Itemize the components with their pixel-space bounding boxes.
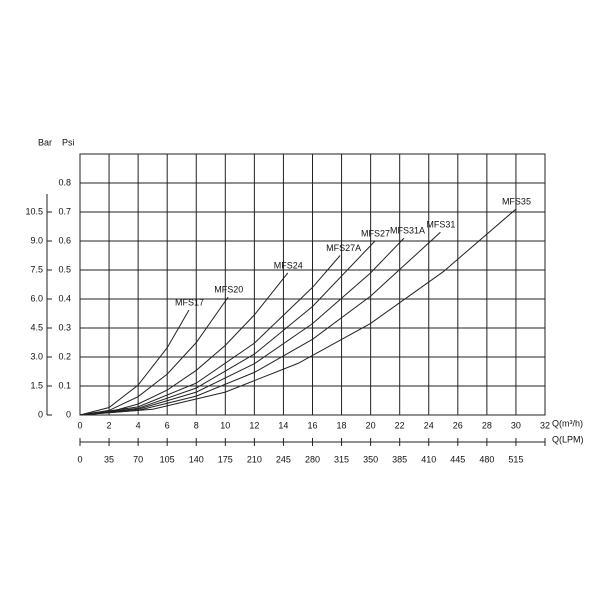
- series-label: MFS31A: [390, 225, 425, 235]
- x-tick-label: 4: [136, 420, 141, 430]
- y-tick-label: 0.7: [58, 206, 71, 216]
- x-tick-label: 14: [278, 420, 288, 430]
- x-axis-title: Q(m³/h): [552, 418, 583, 428]
- series-label: MFS27A: [326, 243, 361, 253]
- y-axis-title: Bar: [38, 137, 52, 147]
- x2-tick-label: 0: [77, 454, 82, 464]
- x2-axis-title: Q(LPM): [552, 434, 584, 444]
- y2-tick-label: 4.5: [30, 322, 43, 332]
- x-tick-label: 16: [307, 420, 317, 430]
- x-tick-label: 30: [511, 420, 521, 430]
- x2-tick-label: 245: [276, 454, 291, 464]
- x2-tick-label: 350: [363, 454, 378, 464]
- x-tick-label: 28: [482, 420, 492, 430]
- x2-tick-label: 140: [189, 454, 204, 464]
- y-tick-label: 0.5: [58, 264, 71, 274]
- curve: [79, 208, 517, 416]
- x2-tick-label: 385: [392, 454, 407, 464]
- x2-tick-label: 515: [508, 454, 523, 464]
- curve: [79, 309, 190, 416]
- x2-tick-label: 105: [160, 454, 175, 464]
- series-label: MFS24: [274, 260, 303, 270]
- x-tick-label: 26: [453, 420, 463, 430]
- curve: [79, 272, 289, 416]
- curve: [79, 240, 376, 416]
- x-tick-label: 32: [540, 420, 550, 430]
- y-tick-label: 0.4: [58, 293, 71, 303]
- y2-tick-label: 0: [38, 409, 43, 419]
- y2-tick-label: 6.0: [30, 293, 43, 303]
- x-tick-label: 12: [249, 420, 259, 430]
- x2-tick-label: 35: [104, 454, 114, 464]
- y2-tick-label: 3.0: [30, 351, 43, 361]
- x2-tick-label: 445: [450, 454, 465, 464]
- series-label: MFS17: [175, 297, 204, 307]
- y-tick-label: 0.1: [58, 380, 71, 390]
- x-tick-label: 0: [77, 420, 82, 430]
- series-label: MFS35: [502, 196, 531, 206]
- x2-tick-label: 480: [479, 454, 494, 464]
- x-tick-label: 20: [366, 420, 376, 430]
- series-label: MFS31: [426, 220, 455, 230]
- y2-tick-label: 10.5: [25, 206, 43, 216]
- curve: [79, 237, 405, 416]
- x2-tick-label: 280: [305, 454, 320, 464]
- x-tick-label: 18: [337, 420, 347, 430]
- x-tick-label: 24: [424, 420, 434, 430]
- y2-tick-label: 9.0: [30, 235, 43, 245]
- series-label: MFS27: [361, 228, 390, 238]
- y-tick-label: 0.3: [58, 322, 71, 332]
- x2-tick-label: 210: [247, 454, 262, 464]
- x-tick-label: 8: [194, 420, 199, 430]
- x-tick-label: 2: [107, 420, 112, 430]
- curve: [79, 296, 229, 416]
- x-tick-label: 6: [165, 420, 170, 430]
- x2-tick-label: 175: [218, 454, 233, 464]
- curve: [79, 255, 341, 416]
- y2-axis-title: Psi: [62, 137, 75, 147]
- y-tick-label: 0: [66, 409, 71, 419]
- x-tick-label: 10: [220, 420, 230, 430]
- y2-tick-label: 1.5: [30, 380, 43, 390]
- series-label: MFS20: [214, 284, 243, 294]
- x-tick-label: 22: [395, 420, 405, 430]
- y-tick-label: 0.6: [58, 235, 71, 245]
- y-tick-label: 0.2: [58, 351, 71, 361]
- x2-tick-label: 70: [133, 454, 143, 464]
- x2-tick-label: 315: [334, 454, 349, 464]
- y-tick-label: 0.8: [58, 177, 71, 187]
- x2-tick-label: 410: [421, 454, 436, 464]
- y2-tick-label: 7.5: [30, 264, 43, 274]
